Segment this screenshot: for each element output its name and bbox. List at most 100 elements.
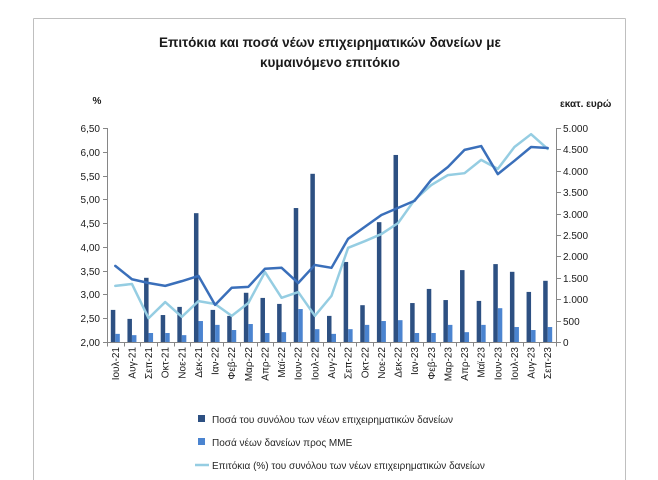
bar-total-loans-26 [543, 280, 548, 342]
bar-total-loans-8 [243, 292, 249, 342]
right-axis-tick-label: 3.000 [563, 210, 588, 221]
x-axis-label: Μαϊ-23 [477, 347, 488, 378]
legend-item-sme-loans: Ποσά νέων δανείων προς ΜΜΕ [198, 437, 353, 449]
bar-sme-loans-18 [414, 333, 420, 342]
right-axis-tick-label: 1.500 [563, 274, 588, 285]
bar-sme-loans-9 [264, 333, 270, 342]
legend-label-total-loans: Ποσά του συνόλου των νέων επιχειρηματικώ… [212, 414, 453, 426]
legend-item-total-rate: Επιτόκια (%) του συνόλου των νέων επιχει… [195, 460, 485, 472]
plot-area: 6,50 6,00 5,50 5,00 4,50 4,00 3,50 3,00 2,50 2,00… [81, 124, 589, 381]
chart-title-line-2: κυμαινόμενο επιτόκιο [260, 55, 400, 70]
x-axis-label: Νοε-22 [377, 347, 388, 379]
x-axis-label: Νοε-21 [177, 347, 188, 379]
bar-sme-loans-12 [314, 329, 320, 342]
bar-total-loans-6 [210, 309, 216, 342]
left-axis-tick-label: 6,00 [81, 148, 101, 159]
legend-swatch-total-loans [198, 415, 205, 422]
x-axis-label: Σεπ-23 [543, 347, 554, 379]
bar-sme-loans-2 [148, 333, 154, 342]
bar-total-loans-25 [526, 291, 532, 342]
bar-total-loans-0 [110, 309, 116, 342]
bar-total-loans-13 [327, 315, 332, 342]
bar-sme-loans-1 [131, 335, 137, 342]
bar-sme-loans-20 [447, 324, 453, 342]
x-axis-label: Απρ-23 [460, 347, 471, 381]
left-axis-tick-label: 5,00 [81, 195, 101, 206]
left-axis-tick-label: 4,50 [81, 219, 101, 230]
left-axis-tick-label: 2,00 [81, 338, 101, 349]
bar-total-loans-7 [227, 315, 232, 342]
bar-sme-loans-8 [248, 324, 253, 342]
bar-sme-loans-13 [331, 333, 336, 342]
x-axis-label: Απρ-22 [260, 347, 271, 381]
sme-rate-line [114, 144, 549, 307]
x-axis-label: Ιαν-23 [410, 347, 421, 375]
bar-total-loans-18 [410, 303, 415, 342]
right-axis-tick-label: 2.500 [563, 231, 588, 242]
bar-total-loans-21 [460, 270, 465, 342]
left-axis-tick-label: 2,50 [81, 314, 101, 325]
bar-sme-loans-24 [514, 327, 519, 342]
bar-sme-loans-11 [298, 309, 303, 342]
bar-total-loans-16 [376, 222, 382, 342]
x-axis-label: Αυγ-22 [327, 347, 338, 379]
bar-sme-loans-10 [281, 332, 287, 342]
legend-item-total-loans: Ποσά του συνόλου των νέων επιχειρηματικώ… [198, 414, 453, 426]
bar-total-loans-3 [160, 315, 166, 342]
chart-title-line-1: Επιτόκια και ποσά νέων επιχειρηματικών δ… [159, 35, 501, 50]
x-axis-label: Οκτ-22 [360, 347, 371, 379]
bar-sme-loans-22 [481, 324, 486, 342]
bar-sme-loans-7 [231, 330, 237, 342]
bar-total-loans-series [110, 154, 548, 342]
bar-sme-loans-25 [531, 330, 536, 342]
x-axis-label: Μαρ-22 [244, 347, 255, 382]
left-axis-tick-label: 3,00 [81, 290, 101, 301]
x-axis-label: Φεβ-23 [427, 347, 438, 380]
bar-total-loans-1 [127, 318, 132, 342]
left-axis-tick-label: 3,50 [81, 267, 101, 278]
bar-sme-loans-15 [364, 324, 370, 342]
right-axis-tick-label: 500 [563, 317, 580, 328]
right-axis-tick-label: 5.000 [563, 124, 588, 135]
bar-sme-loans-14 [348, 329, 353, 342]
legend: Ποσά του συνόλου των νέων επιχειρηματικώ… [195, 414, 485, 472]
bar-total-loans-19 [426, 288, 432, 342]
right-axis-tick-label: 2.000 [563, 252, 588, 263]
right-axis-tick-label: 3.500 [563, 188, 588, 199]
left-axis-title: % [93, 96, 102, 107]
x-axis-label: Ιουλ-22 [310, 347, 321, 381]
bar-total-loans-24 [509, 271, 515, 342]
bar-sme-loans-23 [497, 308, 503, 342]
bar-sme-loans-19 [431, 333, 436, 342]
left-axis-tick-label: 4,00 [81, 243, 101, 254]
bar-total-loans-23 [493, 264, 498, 342]
total-rate-line [114, 132, 549, 320]
bar-sme-loans-4 [181, 335, 187, 342]
left-axis-tick-label: 5,50 [81, 172, 101, 183]
x-axis-label: Ιουν-22 [294, 347, 305, 381]
bar-total-loans-15 [360, 305, 365, 342]
bar-sme-loans-26 [547, 327, 553, 342]
chart-frame [33, 18, 626, 480]
bar-sme-loans-6 [215, 324, 220, 342]
x-axis-label: Αυγ-23 [527, 347, 538, 379]
bar-sme-loans-16 [381, 321, 386, 342]
bar-sme-loans-17 [398, 320, 403, 342]
x-axis-label: Οκτ-21 [161, 347, 172, 379]
bar-sme-loans-21 [464, 332, 470, 342]
x-axis-label: Αυγ-21 [127, 347, 138, 379]
x-axis-label: Φεβ-22 [227, 347, 238, 380]
right-axis-title: εκατ. ευρώ [560, 99, 612, 110]
bar-sme-loans-5 [198, 321, 203, 342]
x-axis-label: Μαϊ-22 [277, 347, 288, 378]
bar-sme-loans-series [115, 308, 553, 342]
bar-sme-loans-0 [115, 333, 120, 342]
legend-label-sme-loans: Ποσά νέων δανείων προς ΜΜΕ [212, 437, 353, 449]
right-axis-tick-label: 1.000 [563, 295, 588, 306]
bar-total-loans-10 [277, 303, 282, 342]
bar-total-loans-20 [443, 300, 448, 342]
x-axis-label: Δεκ-22 [394, 347, 405, 378]
bar-total-loans-14 [343, 261, 349, 342]
bar-total-loans-11 [293, 208, 299, 342]
